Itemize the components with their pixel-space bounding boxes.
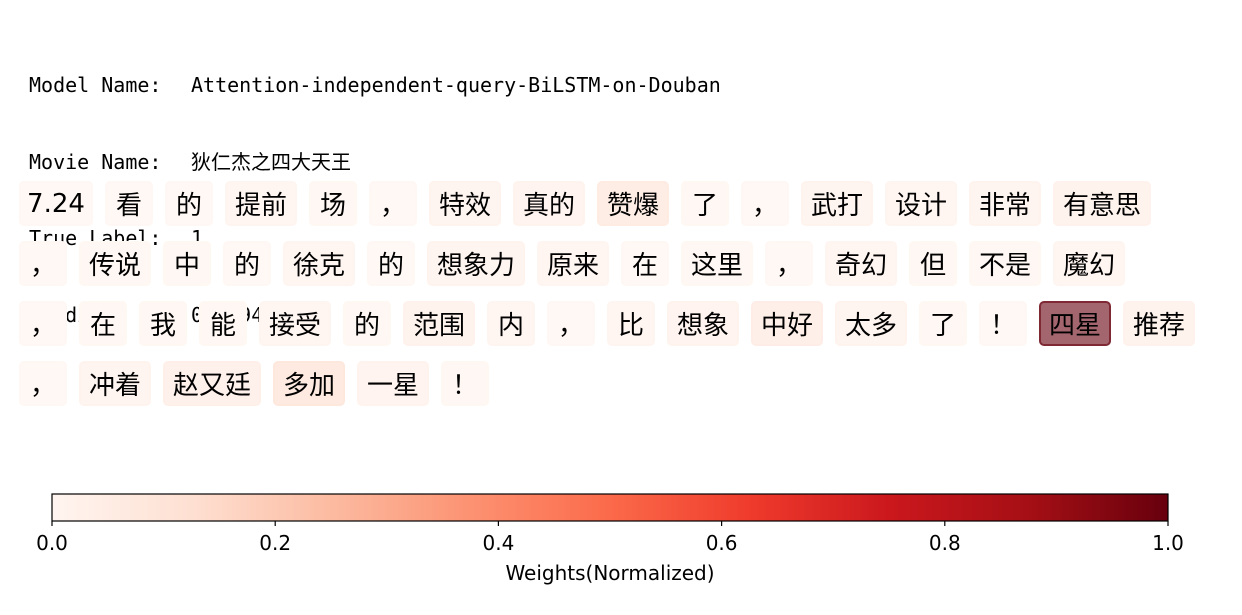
token-row: ， 在我能接受的范围内 ， 比想象 中好 太多了 ！ 四星 推荐 <box>19 301 1234 361</box>
token-cell: 但 <box>909 241 957 286</box>
token-cell: ， <box>741 181 789 226</box>
token-cell: 我 <box>139 301 187 346</box>
token-cell: 中好 <box>751 301 823 346</box>
token-cell: 接受 <box>259 301 331 346</box>
token-cell: ， <box>19 241 67 286</box>
model-name-value: Attention-independent-query-BiLSTM-on-Do… <box>191 73 721 97</box>
movie-name-key: Movie Name: <box>29 149 162 174</box>
token-cell: ！ <box>979 301 1027 346</box>
token-cell: 真的 <box>513 181 585 226</box>
token-cell: 能 <box>199 301 247 346</box>
colorbar-tick-label: 0.8 <box>929 531 961 555</box>
token-cell: 想象力 <box>427 241 525 286</box>
token-cell: 徐克 <box>283 241 355 286</box>
colorbar-tick-label: 1.0 <box>1152 531 1184 555</box>
colorbar-tick-label: 0.2 <box>259 531 291 555</box>
token-cell: 特效 <box>429 181 501 226</box>
token-cell: 了 <box>681 181 729 226</box>
token-cell: 传说 <box>79 241 151 286</box>
model-name-row: Model Name: Attention-independent-query-… <box>29 73 721 99</box>
token-cell: 冲着 <box>79 361 151 406</box>
token-cell: 的 <box>343 301 391 346</box>
token-cell: 的 <box>367 241 415 286</box>
colorbar-label: Weights(Normalized) <box>505 561 714 585</box>
token-cell: 的 <box>165 181 213 226</box>
token-cell: 不是 <box>969 241 1041 286</box>
token-cell: 一星 <box>357 361 429 406</box>
token-cell: ！ <box>441 361 489 406</box>
token-cell: 太多 <box>835 301 907 346</box>
token-cell: 推荐 <box>1123 301 1195 346</box>
model-name-key: Model Name: <box>29 73 162 97</box>
token-cell: 的 <box>223 241 271 286</box>
attention-token-grid: 7.24 看的提前场，特效 真的 赞爆了，武打 设计 非常 有意思，传说中的徐克的想象力 原来… <box>19 181 1234 421</box>
token-cell: ， <box>547 301 595 346</box>
token-row: 7.24 看的提前场 ， 特效 真的 赞爆了 ， 武打 设计 非常 有意思 <box>19 181 1234 241</box>
token-cell: 赞爆 <box>597 181 669 226</box>
token-cell: 赵又廷 <box>163 361 261 406</box>
token-cell: 看 <box>105 181 153 226</box>
token-cell: ， <box>19 361 67 406</box>
token-cell: 范围 <box>403 301 475 346</box>
colorbar-ticks: 0.0 0.2 0.4 0.6 0.8 1.0 <box>36 521 1184 555</box>
token-cell: 比 <box>607 301 655 346</box>
token-cell: 场 <box>309 181 357 226</box>
token-cell: 7.24 <box>19 181 93 226</box>
token-cell: 在 <box>79 301 127 346</box>
token-cell: 想象 <box>667 301 739 346</box>
colorbar-tick-label: 0.0 <box>36 531 68 555</box>
token-cell: 非常 <box>969 181 1041 226</box>
token-cell: 中 <box>163 241 211 286</box>
movie-name-value: 狄仁杰之四大天王 <box>191 149 351 174</box>
token-cell: ， <box>765 241 813 286</box>
token-cell: 多加 <box>273 361 345 406</box>
token-row: ，传说中的徐克的想象力 原来在这里，奇幻但不是 魔幻 <box>19 241 1234 301</box>
token-cell: 在 <box>621 241 669 286</box>
token-cell: 设计 <box>885 181 957 226</box>
token-cell: 内 <box>487 301 535 346</box>
token-cell: 有意思 <box>1053 181 1151 226</box>
token-cell: 武打 <box>801 181 873 226</box>
token-cell: 了 <box>919 301 967 346</box>
token-cell: 这里 <box>681 241 753 286</box>
token-cell: 提前 <box>225 181 297 226</box>
colorbar-tick-label: 0.4 <box>482 531 514 555</box>
token-cell: 奇幻 <box>825 241 897 286</box>
token-row: ， 冲着 赵又廷 多加 一星 ！ <box>19 361 1234 421</box>
movie-name-row: Movie Name: 狄仁杰之四大天王 <box>29 150 721 176</box>
token-cell: ， <box>19 301 67 346</box>
colorbar-gradient <box>51 493 1169 522</box>
colorbar-tick-label: 0.6 <box>706 531 738 555</box>
token-cell: ， <box>369 181 417 226</box>
token-cell: 四星 <box>1039 301 1111 346</box>
token-cell: 原来 <box>537 241 609 286</box>
token-cell: 魔幻 <box>1053 241 1125 286</box>
